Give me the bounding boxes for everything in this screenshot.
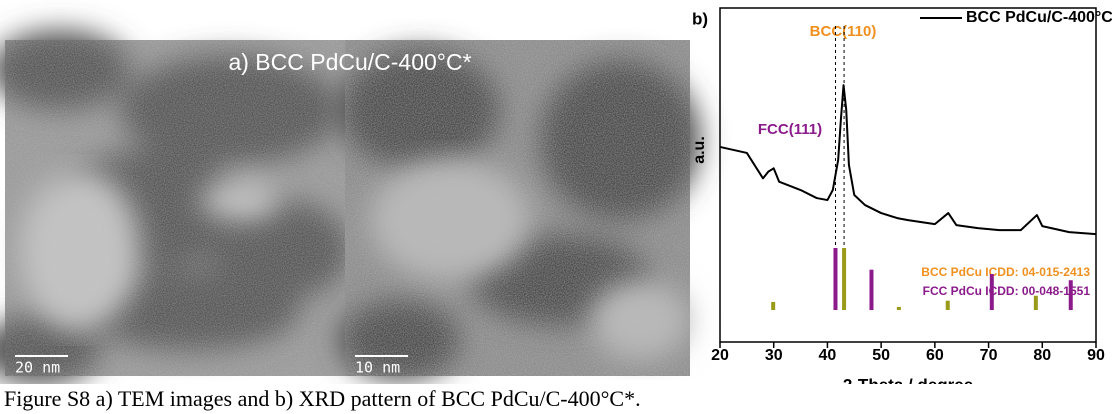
annotation: BCC(110) — [810, 23, 877, 40]
x-tick-label: 50 — [872, 347, 890, 364]
figure: a) BCC PdCu/C-400°C* 20 nm 10 nm b) 2-Th… — [0, 0, 1112, 384]
x-tick-label: 60 — [926, 347, 944, 364]
x-tick-label: 30 — [765, 347, 783, 364]
x-tick-label: 40 — [819, 347, 837, 364]
x-tick-label: 80 — [1033, 347, 1051, 364]
x-axis-label: 2-Theta / degree — [843, 375, 973, 384]
page: {"figure": {"panel_a": {"title": "a) BCC… — [0, 0, 1112, 414]
tem-image-right — [340, 40, 700, 380]
panel-a-title: a) BCC PdCu/C-400°C* — [228, 49, 471, 75]
x-tick-label: 90 — [1087, 347, 1105, 364]
scale-bar-label: 10 nm — [355, 359, 400, 377]
x-tick-label: 20 — [711, 347, 729, 364]
y-axis-label: a.u. — [691, 136, 708, 164]
reference-label: FCC PdCu ICDD: 00-048-1551 — [923, 284, 1091, 298]
panel-label: b) — [692, 9, 708, 28]
legend-label: BCC PdCu/C-400°C* — [966, 9, 1112, 26]
scale-bar-label: 20 nm — [15, 359, 60, 377]
figure-caption: Figure S8 a) TEM images and b) XRD patte… — [4, 386, 641, 412]
tem-image-left — [0, 30, 350, 384]
x-tick-label: 70 — [980, 347, 998, 364]
annotation: FCC(111) — [758, 121, 822, 138]
reference-label: BCC PdCu ICDD: 04-015-2413 — [921, 265, 1090, 279]
xrd-line — [720, 85, 1096, 234]
xrd-chart: b) 2-Theta / degree a.u. BCC PdCu/C-400°… — [691, 8, 1112, 384]
